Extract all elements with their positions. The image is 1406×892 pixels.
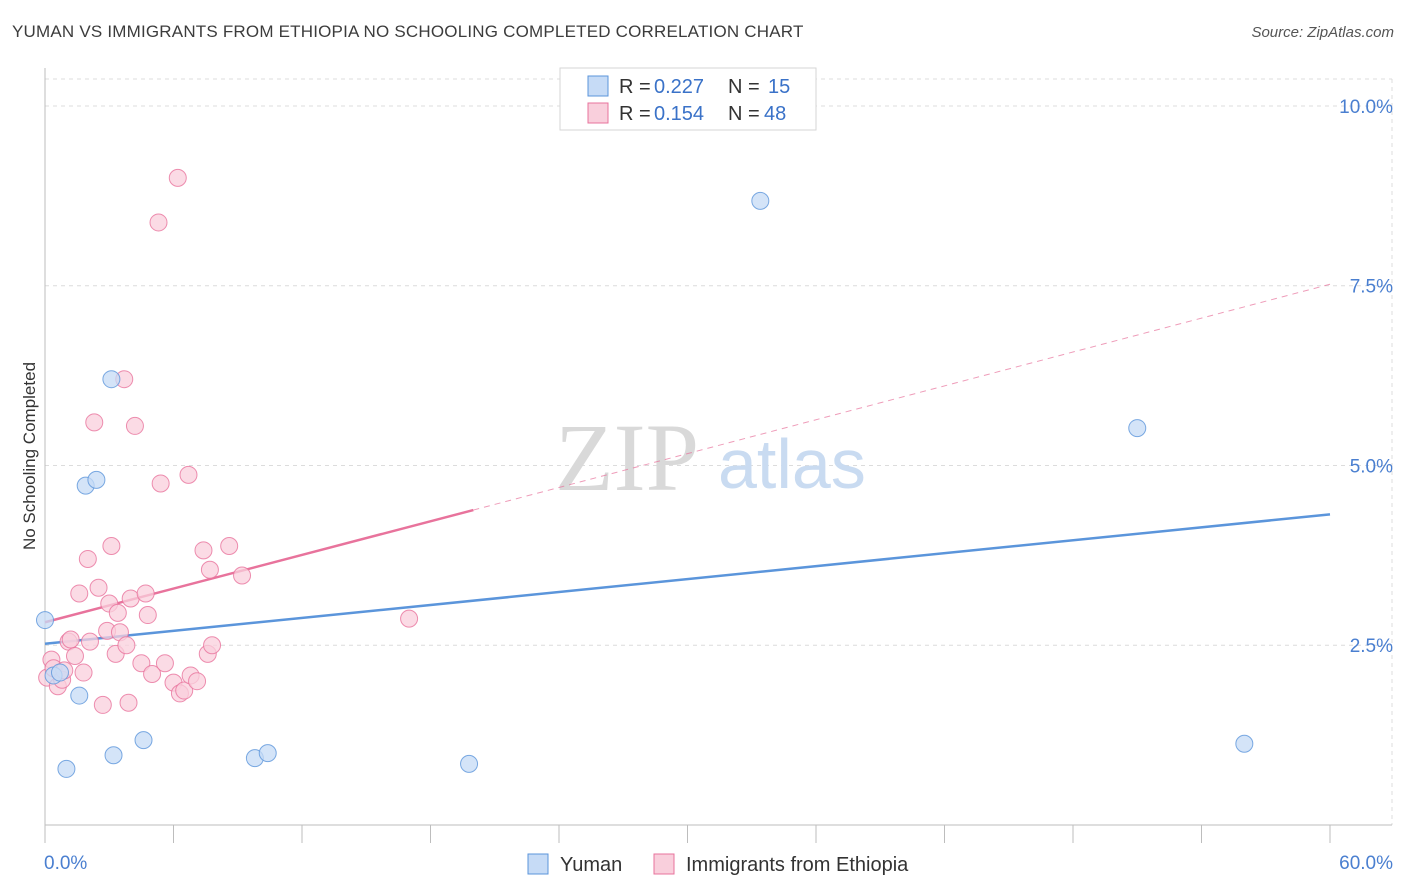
y-tick-label-2: 7.5% — [1350, 277, 1393, 298]
point-ethiopia-11 — [78, 549, 97, 568]
legend-n-label-0: N = — [728, 76, 760, 98]
watermark-zip: ZIP — [555, 404, 699, 511]
y-tick-label-1: 5.0% — [1350, 456, 1393, 477]
legend-r-value-1: 0.154 — [654, 103, 704, 125]
point-ethiopia-47 — [108, 603, 127, 622]
point-ethiopia-14 — [89, 578, 108, 597]
legend-n-value-0: 15 — [768, 76, 790, 98]
y-axis-title: No Schooling Completed — [20, 362, 39, 550]
point-ethiopia-29 — [143, 665, 162, 683]
y-tick-label-3: 10.0% — [1339, 97, 1393, 118]
point-ethiopia-9 — [70, 584, 89, 603]
point-ethiopia-37 — [179, 465, 198, 484]
legend-r-value-0: 0.227 — [654, 76, 704, 98]
point-ethiopia-12 — [80, 632, 99, 651]
legend-n-label-1: N = — [728, 103, 760, 125]
point-ethiopia-18 — [102, 537, 121, 556]
point-yuman-11 — [258, 744, 277, 763]
point-ethiopia-32 — [155, 654, 174, 673]
point-yuman-0 — [36, 611, 54, 630]
point-ethiopia-28 — [138, 606, 157, 625]
point-ethiopia-31 — [151, 474, 170, 493]
point-ethiopia-24 — [121, 589, 140, 608]
point-yuman-7 — [102, 370, 121, 389]
watermark-atlas: atlas — [718, 425, 866, 503]
point-ethiopia-40 — [194, 541, 213, 560]
chart-title: YUMAN VS IMMIGRANTS FROM ETHIOPIA NO SCH… — [12, 22, 804, 41]
y-tick-labels: 2.5% 5.0% 7.5% 10.0% — [1339, 97, 1393, 657]
x-tick-labels: 0.0% 60.0% — [44, 853, 1393, 874]
point-ethiopia-7 — [61, 630, 80, 649]
point-yuman-6 — [87, 470, 106, 489]
legend-r-label-1: R = — [619, 103, 651, 125]
point-ethiopia-27 — [136, 584, 155, 603]
legend-swatch-yuman — [587, 75, 609, 97]
point-yuman-12 — [460, 754, 479, 773]
bottom-legend-label-yuman: Yuman — [560, 854, 622, 876]
legend-r-label-0: R = — [619, 76, 651, 98]
series-legend: Yuman Immigrants from Ethiopia — [527, 853, 909, 876]
point-ethiopia-15 — [93, 695, 112, 714]
point-ethiopia-42 — [200, 560, 219, 579]
point-ethiopia-39 — [188, 672, 207, 691]
x-tick-label-1: 60.0% — [1339, 853, 1393, 874]
point-ethiopia-34 — [168, 168, 187, 187]
point-ethiopia-26 — [132, 654, 151, 673]
point-ethiopia-30 — [149, 213, 168, 232]
correlation-legend: R = 0.227 N = 15 R = 0.154 N = 48 — [559, 67, 817, 131]
point-ethiopia-45 — [233, 566, 252, 585]
point-yuman-2 — [50, 663, 69, 682]
point-ethiopia-43 — [203, 636, 222, 655]
point-ethiopia-46 — [400, 609, 419, 628]
point-yuman-8 — [104, 746, 123, 765]
point-ethiopia-10 — [74, 663, 93, 682]
x-tick-label-0: 0.0% — [44, 853, 87, 874]
data-points — [36, 168, 1254, 778]
y-tick-label-0: 2.5% — [1350, 636, 1393, 657]
legend-n-value-1: 48 — [764, 103, 786, 125]
bottom-legend-swatch-yuman — [527, 853, 549, 875]
point-yuman-3 — [57, 759, 76, 778]
source-label: Source: ZipAtlas.com — [1251, 24, 1394, 41]
point-ethiopia-23 — [119, 693, 138, 712]
point-yuman-4 — [70, 686, 89, 705]
point-ethiopia-13 — [85, 413, 104, 432]
point-yuman-15 — [1235, 734, 1254, 753]
trend-extension-1 — [473, 283, 1331, 511]
point-yuman-13 — [751, 191, 770, 210]
point-ethiopia-36 — [175, 681, 194, 700]
point-yuman-9 — [134, 731, 153, 750]
axes — [44, 68, 1392, 843]
watermark: ZIP atlas — [555, 404, 866, 511]
bottom-legend-label-ethiopia: Immigrants from Ethiopia — [686, 854, 909, 876]
legend-swatch-ethiopia — [587, 102, 609, 124]
trend-line-0 — [44, 513, 1331, 646]
point-ethiopia-25 — [125, 416, 144, 435]
point-ethiopia-8 — [65, 647, 84, 666]
point-yuman-14 — [1128, 419, 1147, 438]
point-ethiopia-22 — [117, 636, 136, 655]
point-ethiopia-44 — [220, 537, 239, 556]
bottom-legend-swatch-ethiopia — [653, 853, 675, 875]
